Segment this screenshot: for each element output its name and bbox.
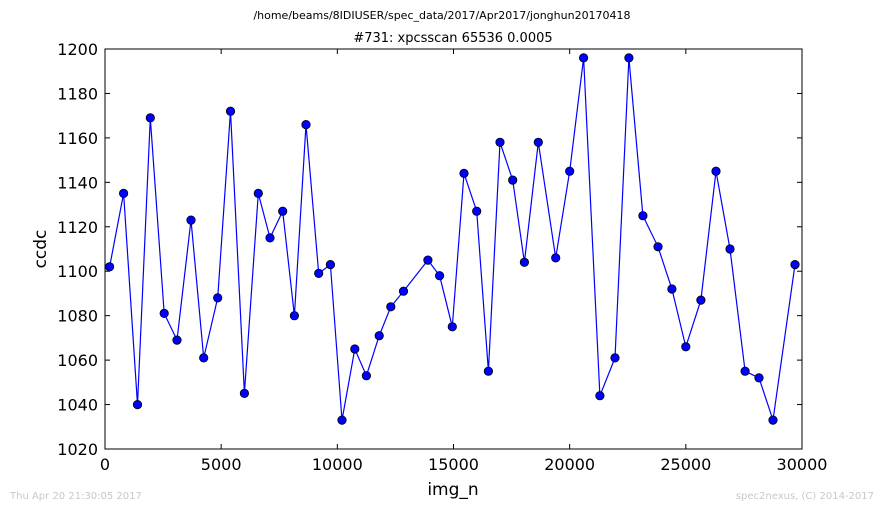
y-tick-label: 1160: [57, 129, 98, 148]
data-point: [289, 311, 299, 321]
y-axis-label: ccdc: [31, 230, 51, 269]
x-axis-ticks: 0 5000 10000 15000 20000 25000 30000: [100, 49, 828, 474]
y-tick-label: 1080: [57, 307, 98, 326]
data-point: [638, 211, 648, 221]
data-point: [278, 206, 288, 216]
x-tick-label: 25000: [660, 455, 711, 474]
data-point: [434, 271, 445, 281]
data-point: [213, 293, 223, 303]
data-point: [265, 233, 275, 243]
footer-credit: spec2nexus, (C) 2014-2017: [736, 491, 874, 502]
y-tick-label: 1060: [57, 351, 98, 370]
data-point: [696, 295, 706, 305]
data-point: [350, 344, 360, 354]
data-point: [423, 255, 433, 265]
data-point: [337, 415, 347, 425]
data-point: [132, 399, 143, 410]
x-tick-label: 5000: [201, 455, 242, 474]
data-point: [199, 353, 209, 363]
x-axis-label: img_n: [427, 480, 478, 500]
data-point: [253, 188, 263, 198]
data-point: [519, 257, 530, 267]
y-tick-label: 1120: [57, 218, 98, 237]
y-tick-label: 1140: [57, 173, 98, 192]
data-point: [740, 366, 750, 376]
data-point: [361, 371, 371, 381]
x-tick-label: 15000: [428, 455, 479, 474]
y-tick-label: 1200: [57, 40, 98, 59]
y-tick-label: 1020: [57, 440, 98, 459]
plot-area: [105, 53, 800, 425]
data-point: [681, 342, 691, 352]
data-point: [145, 113, 155, 123]
data-point: [105, 262, 115, 272]
data-point: [225, 106, 236, 116]
data-point: [578, 53, 589, 63]
data-point: [386, 302, 396, 312]
data-point: [398, 286, 409, 296]
data-point: [725, 244, 735, 254]
x-tick-label: 0: [100, 455, 110, 474]
y-tick-label: 1040: [57, 396, 98, 415]
data-point: [768, 415, 778, 425]
data-point: [508, 175, 518, 185]
figure-suptitle: /home/beams/8IDIUSER/spec_data/2017/Apr2…: [253, 9, 630, 22]
data-point: [624, 53, 634, 63]
data-point: [239, 388, 249, 398]
data-point: [301, 120, 311, 130]
data-point: [533, 137, 543, 147]
y-axis-ticks: 1020 1040 1060 1080 1100 1120 1140 1160 1180 1200: [57, 40, 802, 459]
data-point: [595, 391, 605, 401]
data-point: [119, 188, 129, 198]
data-point: [551, 253, 561, 263]
data-point: [565, 166, 575, 176]
data-point: [483, 366, 493, 376]
data-point: [754, 373, 764, 383]
x-tick-label: 10000: [312, 455, 363, 474]
data-point: [314, 268, 324, 278]
data-point: [472, 206, 482, 216]
data-point: [790, 259, 800, 270]
data-point: [447, 322, 457, 332]
y-tick-label: 1100: [57, 262, 98, 281]
data-point: [186, 215, 196, 225]
data-point: [325, 259, 335, 270]
chart-title: #731: xpcsscan 65536 0.0005: [353, 31, 552, 46]
data-point: [495, 137, 505, 147]
axes-frame: [104, 48, 803, 450]
y-tick-label: 1180: [57, 84, 98, 103]
data-point: [610, 353, 620, 363]
data-point: [711, 166, 721, 176]
data-point: [172, 335, 182, 345]
data-point: [653, 242, 663, 252]
x-tick-label: 30000: [777, 455, 828, 474]
data-point: [159, 308, 169, 318]
data-point: [459, 168, 469, 178]
footer-timestamp: Thu Apr 20 21:30:05 2017: [9, 491, 142, 502]
data-point: [667, 284, 677, 294]
x-tick-label: 20000: [544, 455, 595, 474]
data-point: [374, 331, 384, 341]
